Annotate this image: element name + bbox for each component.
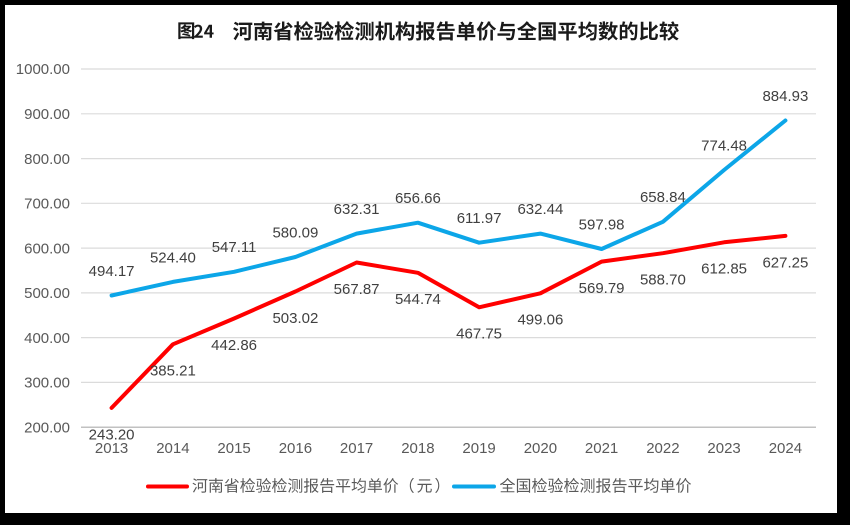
svg-text:1000.00: 1000.00 (16, 61, 70, 78)
svg-text:400.00: 400.00 (24, 330, 70, 347)
svg-text:612.85: 612.85 (701, 261, 747, 278)
svg-text:2018: 2018 (401, 440, 434, 457)
svg-text:627.25: 627.25 (762, 254, 808, 271)
svg-text:2021: 2021 (585, 440, 618, 457)
svg-text:442.86: 442.86 (211, 337, 257, 354)
svg-text:658.84: 658.84 (640, 189, 686, 206)
svg-text:2019: 2019 (462, 440, 495, 457)
svg-text:588.70: 588.70 (640, 272, 686, 289)
svg-text:774.48: 774.48 (701, 137, 747, 154)
svg-text:2015: 2015 (217, 440, 250, 457)
svg-text:494.17: 494.17 (89, 263, 135, 280)
svg-text:2022: 2022 (646, 440, 679, 457)
svg-text:2023: 2023 (707, 440, 740, 457)
svg-text:900.00: 900.00 (24, 106, 70, 123)
svg-text:2017: 2017 (340, 440, 373, 457)
svg-text:300.00: 300.00 (24, 375, 70, 392)
svg-text:2020: 2020 (524, 440, 557, 457)
svg-text:2024: 2024 (769, 440, 802, 457)
svg-text:600.00: 600.00 (24, 240, 70, 257)
svg-text:467.75: 467.75 (456, 326, 502, 343)
svg-text:544.74: 544.74 (395, 291, 441, 308)
svg-text:567.87: 567.87 (334, 281, 380, 298)
svg-text:499.06: 499.06 (517, 312, 563, 329)
svg-text:503.02: 503.02 (272, 310, 318, 327)
svg-text:632.44: 632.44 (517, 201, 563, 218)
svg-text:632.31: 632.31 (334, 201, 380, 218)
svg-text:500.00: 500.00 (24, 285, 70, 302)
svg-text:800.00: 800.00 (24, 151, 70, 168)
svg-text:2014: 2014 (156, 440, 189, 457)
svg-text:597.98: 597.98 (579, 216, 625, 233)
svg-text:611.97: 611.97 (457, 210, 502, 227)
svg-text:580.09: 580.09 (272, 224, 318, 241)
svg-text:700.00: 700.00 (24, 196, 70, 213)
svg-text:2016: 2016 (279, 440, 312, 457)
svg-text:243.20: 243.20 (89, 426, 135, 443)
svg-text:884.93: 884.93 (762, 88, 808, 105)
svg-text:385.21: 385.21 (150, 363, 196, 380)
svg-text:569.79: 569.79 (579, 280, 625, 297)
svg-text:524.40: 524.40 (150, 249, 196, 266)
svg-text:656.66: 656.66 (395, 190, 441, 207)
svg-text:2013: 2013 (95, 440, 128, 457)
svg-text:200.00: 200.00 (24, 419, 70, 436)
svg-text:547.11: 547.11 (212, 239, 257, 256)
